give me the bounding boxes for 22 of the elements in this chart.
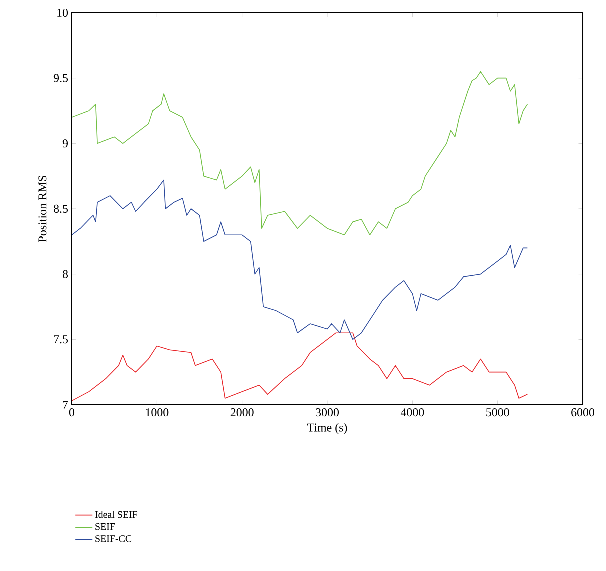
legend-label: SEIF [96,523,116,530]
y-tick-label: 7.5 [54,336,68,344]
legend-label: SEIF-CC [96,536,132,542]
x-tick-label: 0 [69,408,75,417]
line-series [72,332,528,402]
line-series [72,71,528,236]
y-tick-label: 9 [62,140,68,148]
y-tick-label: 7 [63,401,68,409]
y-tick-label: 8 [62,270,68,278]
y-axis-title: Position RMS [38,176,47,242]
x-tick-label: 4000 [400,408,424,417]
x-tick-label: 5000 [486,408,510,417]
y-tick-label: 8.5 [54,204,68,214]
y-tick-label: 10 [58,8,68,18]
legend-label: Ideal SEIF [95,511,138,518]
x-tick-label: 1000 [146,408,169,417]
y-tick-label: 9.5 [54,74,68,82]
x-tick-label: 3000 [316,408,339,417]
x-tick-label: 2000 [230,408,254,417]
x-axis-title: Time (s) [308,423,348,434]
line-series [72,180,528,340]
x-tick-label: 6000 [572,408,594,417]
